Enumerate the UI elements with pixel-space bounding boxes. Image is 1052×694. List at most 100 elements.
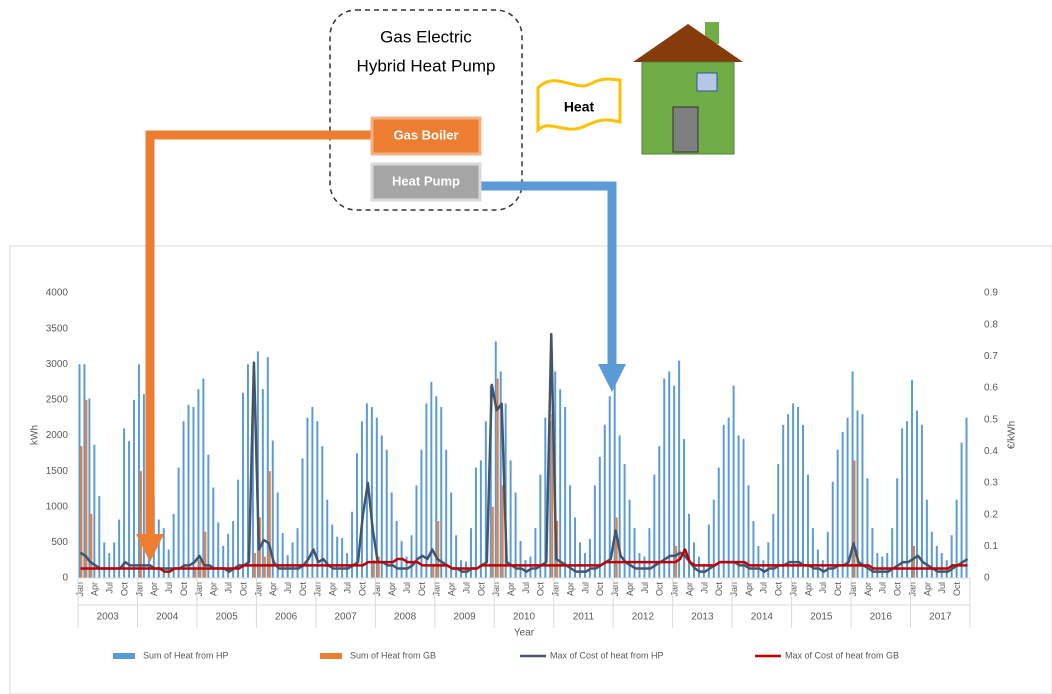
bar (445, 449, 448, 578)
y2-tick-label: 0.4 (984, 446, 998, 457)
x-tick-label: Oct (357, 582, 367, 597)
bar (615, 517, 618, 578)
bar (593, 485, 596, 578)
x-tick-label: Jul (342, 582, 352, 594)
bar (455, 535, 458, 578)
y2-tick-label: 0.7 (984, 351, 998, 362)
x-tick-label: Jul (878, 582, 888, 594)
bar (683, 439, 686, 578)
bar (385, 449, 388, 578)
bar (811, 528, 814, 578)
gas-boiler-label: Gas Boiler (393, 127, 458, 142)
bar (549, 421, 552, 578)
bar (192, 407, 195, 578)
bar (90, 513, 93, 578)
bar (901, 428, 904, 578)
bar (737, 435, 740, 578)
bar (648, 528, 651, 578)
x-tick-label: Jul (699, 582, 709, 594)
y-tick-label: 2000 (46, 430, 69, 441)
x-tick-label: Jul (461, 582, 471, 594)
bar (856, 410, 859, 578)
door (672, 106, 699, 153)
y2-tick-label: 0.6 (984, 383, 998, 394)
x-tick-label: Apr (803, 582, 813, 596)
bar (678, 360, 681, 578)
bar (757, 545, 760, 578)
x-tick-label: Jan (194, 582, 204, 597)
bar (851, 371, 854, 578)
x-tick-label: Apr (684, 582, 694, 596)
bar (623, 464, 626, 578)
legend-label: Max of Cost of heat from HP (550, 650, 664, 660)
x-tick-label: Apr (209, 582, 219, 596)
bar (935, 545, 938, 578)
bar (232, 521, 235, 578)
bar (777, 464, 780, 578)
x-tick-label: Oct (298, 582, 308, 597)
bar (217, 522, 220, 578)
year-label: 2004 (156, 612, 179, 623)
x-tick-label: Apr (90, 582, 100, 596)
roof (633, 24, 743, 62)
bar (762, 560, 765, 578)
bar (564, 407, 567, 578)
bar (227, 533, 230, 578)
bar (579, 542, 581, 578)
year-label: 2013 (691, 612, 714, 623)
year-label: 2010 (513, 612, 536, 623)
bar (911, 379, 914, 578)
bar (372, 560, 375, 578)
x-tick-label: Jan (313, 582, 323, 597)
bar (395, 521, 398, 578)
bar (88, 398, 91, 578)
bar (797, 407, 800, 578)
x-tick-label: Oct (714, 582, 724, 597)
x-tick-label: Jan (253, 582, 263, 597)
bar (326, 499, 329, 578)
legend-label: Max of Cost of heat from GB (785, 650, 899, 660)
bar (742, 439, 745, 578)
x-tick-label: Jan (432, 582, 442, 597)
bar (717, 467, 720, 578)
bar (157, 519, 160, 578)
bar (266, 357, 269, 578)
bar (965, 417, 968, 578)
bar (286, 555, 289, 578)
bar (351, 511, 354, 578)
bar (633, 528, 636, 578)
bar (479, 460, 482, 578)
x-tick-label: Jan (610, 582, 620, 597)
bar (913, 545, 915, 578)
legend-label: Sum of Heat from HP (143, 650, 229, 660)
x-tick-label: Apr (744, 582, 754, 596)
bar (197, 389, 200, 578)
x-tick-label: Oct (833, 582, 843, 597)
bar (816, 549, 819, 578)
hp-arrow-head (598, 364, 626, 392)
bar (204, 531, 207, 578)
heat-label: Heat (564, 99, 595, 115)
bar (113, 542, 116, 578)
bar (108, 553, 111, 578)
x-tick-label: Jan (75, 582, 85, 597)
bar (128, 441, 131, 578)
y-tick-label: 0 (62, 573, 68, 584)
bar (139, 471, 142, 578)
bar (826, 531, 829, 578)
x-tick-label: Jan (788, 582, 798, 597)
y2-tick-label: 0 (984, 573, 990, 584)
system-box (329, 9, 523, 211)
bar (501, 485, 504, 578)
x-tick-label: Jan (372, 582, 382, 597)
bar (484, 421, 487, 578)
bar (559, 389, 562, 578)
bar (598, 456, 601, 578)
bar (301, 458, 304, 578)
bar (375, 417, 378, 578)
gas-boiler-box (370, 116, 482, 156)
bar (896, 478, 899, 578)
bar (732, 385, 735, 578)
bar (177, 467, 180, 578)
